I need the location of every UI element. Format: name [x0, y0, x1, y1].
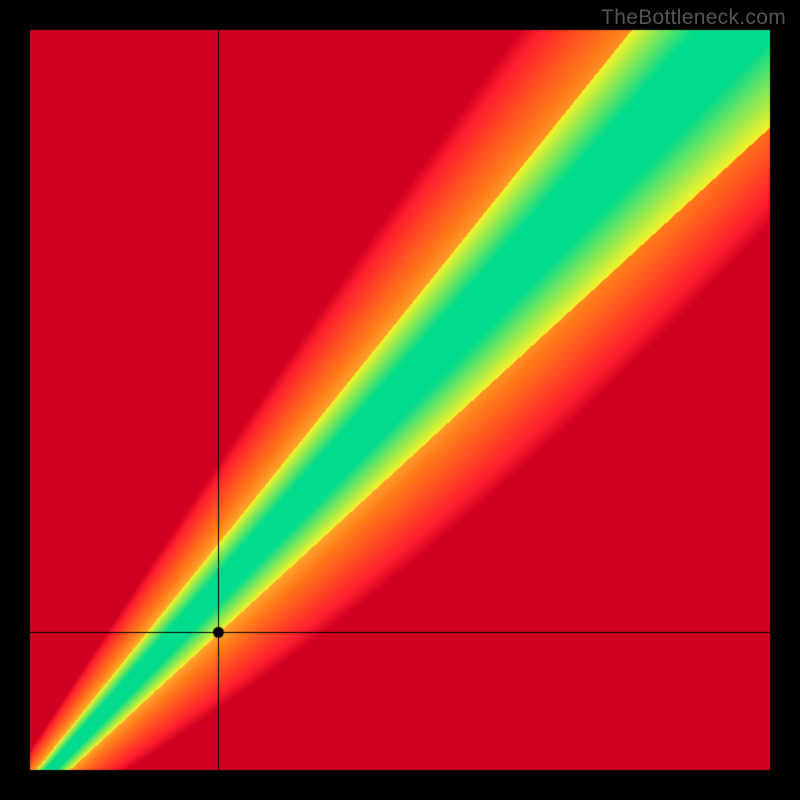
chart-container: TheBottleneck.com: [0, 0, 800, 800]
watermark-text: TheBottleneck.com: [601, 6, 786, 30]
bottleneck-heatmap-canvas: [0, 0, 800, 800]
